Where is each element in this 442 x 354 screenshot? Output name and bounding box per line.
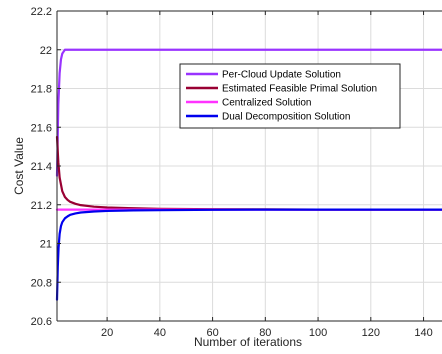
y-tick-label: 21.8 <box>31 84 52 96</box>
series-line-4 <box>55 208 442 301</box>
series-lines <box>55 48 442 301</box>
y-tick-label: 21.6 <box>31 122 52 134</box>
y-tick-label: 22.2 <box>31 6 52 18</box>
x-tick-label: 100 <box>309 327 327 339</box>
legend-label-3: Centralized Solution <box>222 98 312 109</box>
y-tick-label: 22 <box>40 45 52 57</box>
legend-label-1: Per-Cloud Update Solution <box>222 70 341 81</box>
x-axis-label: Number of iterations <box>194 335 302 349</box>
y-tick-label: 21.2 <box>31 200 52 212</box>
y-axis-label: Cost Value <box>12 137 26 195</box>
x-tick-label: 140 <box>414 327 432 339</box>
y-tick-label: 21.4 <box>31 161 52 173</box>
y-tick-label: 20.6 <box>31 316 52 328</box>
x-tick-label: 60 <box>206 327 218 339</box>
y-tick-label: 21 <box>40 239 52 251</box>
x-tick-label: 40 <box>154 327 166 339</box>
tick-labels: 20 40 60 80 100 120 140 20.6 20.8 21 21.2 21.4 21.6 2… <box>31 6 433 339</box>
x-tick-label: 80 <box>259 327 271 339</box>
legend-label-4: Dual Decomposition Solution <box>222 112 350 123</box>
series-line-1 <box>55 48 442 177</box>
x-tick-label: 20 <box>101 327 113 339</box>
axes <box>56 10 442 322</box>
x-tick-label: 120 <box>362 327 380 339</box>
legend-label-2: Estimated Feasible Primal Solution <box>222 84 377 95</box>
legend: Per-Cloud Update Solution Estimated Feasi… <box>179 63 401 129</box>
y-tick-label: 20.8 <box>31 277 52 289</box>
